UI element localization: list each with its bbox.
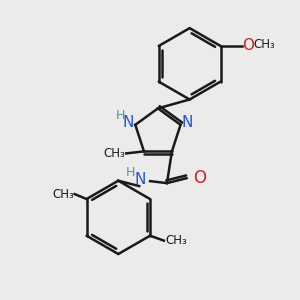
Text: H: H — [126, 166, 135, 179]
Text: N: N — [134, 172, 146, 187]
Text: O: O — [193, 169, 206, 187]
Text: H: H — [116, 110, 125, 122]
Text: CH₃: CH₃ — [52, 188, 74, 201]
Text: N: N — [123, 115, 134, 130]
Text: N: N — [182, 115, 193, 130]
Text: O: O — [242, 38, 254, 53]
Text: CH₃: CH₃ — [103, 147, 125, 160]
Text: CH₃: CH₃ — [165, 234, 187, 247]
Text: CH₃: CH₃ — [253, 38, 275, 52]
